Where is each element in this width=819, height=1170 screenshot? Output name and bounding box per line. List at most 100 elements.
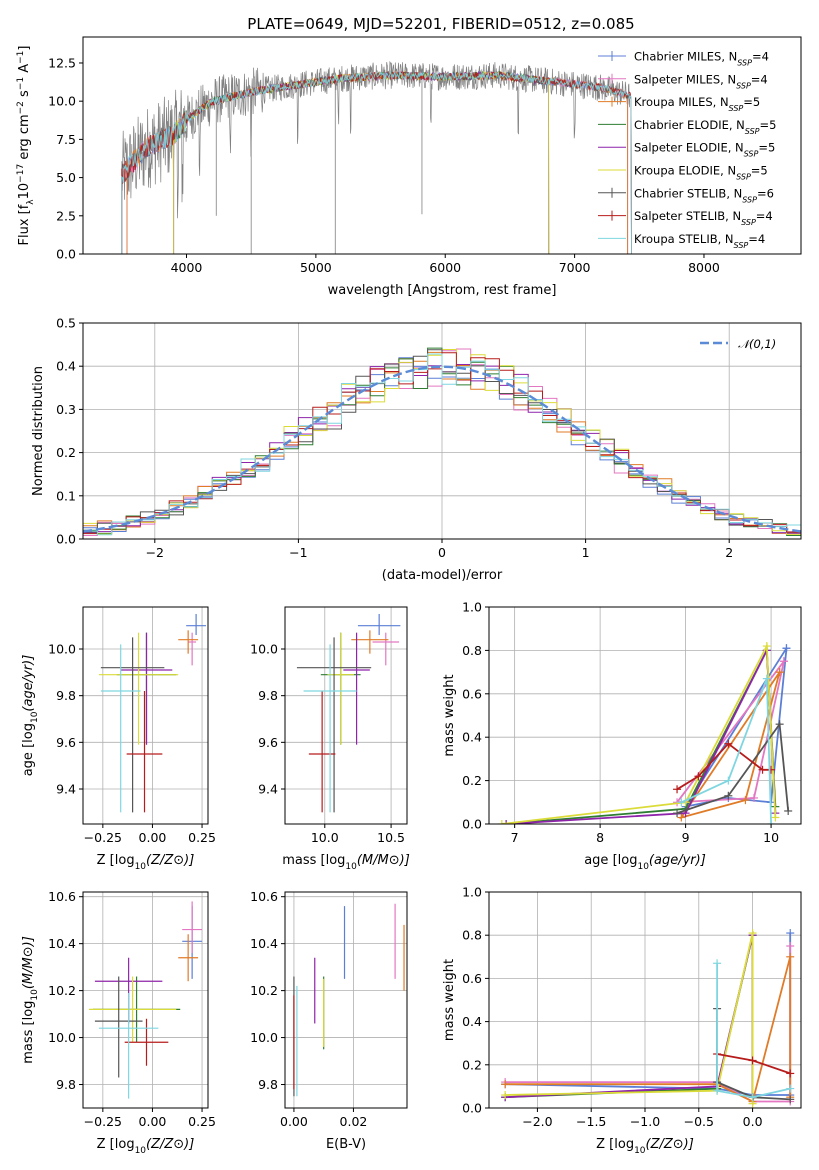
kroupa-stelib-errorbar bbox=[100, 644, 141, 813]
salpeter-stelib-weight-marker bbox=[724, 739, 733, 748]
salpeter-stelib-errorbar bbox=[308, 691, 336, 813]
chabrier-stelib-weight-marker bbox=[724, 791, 733, 800]
x-tick-label: −2 bbox=[146, 545, 164, 560]
y-tick-label: 10.4 bbox=[48, 936, 76, 951]
salpeter-miles-errorbar bbox=[372, 632, 400, 666]
salpeter-miles-weight-marker bbox=[749, 793, 758, 802]
x-tick-label: 2 bbox=[725, 545, 733, 560]
chabrier-stelib-legend-label: Chabrier STELIB, NSSP=6 bbox=[634, 186, 774, 204]
kroupa-stelib-weight-marker bbox=[748, 1093, 757, 1102]
x-axis-label: mass [log10(M/M⊙)] bbox=[282, 853, 410, 872]
kroupa-miles-weight-marker bbox=[775, 668, 784, 677]
kroupa-miles-errorbar bbox=[178, 934, 199, 982]
kroupa-elodie-weight-line bbox=[505, 932, 754, 1104]
x-axis-label: (data-model)/error bbox=[382, 568, 503, 583]
x-tick-label: 10.5 bbox=[377, 830, 405, 845]
x-tick-label: 6000 bbox=[429, 260, 461, 275]
x-tick-label: 0.00 bbox=[139, 1114, 167, 1129]
y-tick-label: 0.8 bbox=[462, 643, 482, 658]
salpeter-miles-weight-marker bbox=[786, 942, 795, 950]
salpeter-stelib-weight-marker bbox=[694, 772, 703, 781]
y-tick-label: 0.0 bbox=[462, 1101, 482, 1116]
y-tick-label: 9.8 bbox=[258, 1077, 278, 1092]
kroupa-elodie-errorbar bbox=[88, 976, 177, 1043]
y-tick-label: 0.3 bbox=[56, 402, 76, 417]
errorbar-panel-6: 0.00 0.02 9.8 10.0 10.2 10.4 10.6 E(B-V) bbox=[250, 889, 408, 1152]
salpeter-miles-model-line bbox=[126, 70, 629, 254]
axes-frame bbox=[488, 891, 802, 1109]
kroupa-stelib-weight-line bbox=[716, 963, 791, 1099]
y-tick-label: 10.0 bbox=[48, 1030, 76, 1045]
y-tick-label: 0.5 bbox=[56, 316, 76, 331]
mass-weight-panel-7: −2.0 −1.5 −1.0 −0.5 0.0 0.0 0.2 0.4 0.6 0.8 1.0 Z [… bbox=[442, 885, 802, 1156]
chabrier-miles-model-line bbox=[126, 70, 629, 254]
salpeter-miles-weight-marker bbox=[779, 657, 788, 666]
errorbar-panel-3: 10.0 10.5 9.4 9.6 9.8 10.0 mass [log10(M/M⊙)] bbox=[250, 606, 410, 872]
x-axis-label: Z [log10(Z/Z⊙)] bbox=[97, 853, 195, 872]
mass-weight-panel-4: 7 8 9 10 0.0 0.2 0.4 0.6 0.8 1.0 age [log10(age/yr… bbox=[442, 600, 802, 872]
axes-frame bbox=[82, 606, 209, 825]
kroupa-stelib-weight-marker bbox=[677, 798, 686, 807]
y-tick-label: 9.8 bbox=[258, 688, 278, 703]
salpeter-miles-errorbar bbox=[182, 901, 203, 954]
y-tick-label: 9.8 bbox=[56, 1077, 76, 1092]
y-tick-label: 10.2 bbox=[48, 983, 76, 998]
y-tick-label: 9.4 bbox=[258, 782, 278, 797]
errorbar-plot-area bbox=[293, 903, 405, 1097]
x-tick-label: −0.25 bbox=[84, 830, 122, 845]
y-axis-label: Normed distribution bbox=[31, 366, 46, 496]
y-tick-label: 9.4 bbox=[56, 782, 76, 797]
chabrier-elodie-weight-line bbox=[505, 934, 754, 1099]
axes-frame bbox=[82, 36, 802, 255]
x-tick-label: 8 bbox=[596, 830, 604, 845]
salpeter-miles-legend-label: Salpeter MILES, NSSP=4 bbox=[634, 72, 768, 90]
kroupa-miles-legend-label: Kroupa MILES, NSSP=5 bbox=[634, 95, 760, 113]
x-tick-label: 0.00 bbox=[280, 1114, 308, 1129]
chabrier-miles-errorbar bbox=[357, 614, 401, 635]
chart-panels: 4000 5000 6000 7000 80000.02.55.07.510.012.5… bbox=[16, 36, 802, 1156]
y-tick-label: 0.6 bbox=[462, 686, 482, 701]
chabrier-stelib-weight-line bbox=[676, 721, 790, 814]
figure-title: PLATE=0649, MJD=52201, FIBERID=0512, z=0… bbox=[247, 15, 634, 33]
y-axis-label: age [log10(age/yr)] bbox=[21, 655, 40, 777]
chabrier-stelib-weight-marker bbox=[786, 1095, 795, 1104]
salpeter-elodie-legend-label: Salpeter ELODIE, NSSP=5 bbox=[634, 141, 775, 159]
salpeter-stelib-weight-line bbox=[716, 1053, 791, 1075]
y-tick-label: 1.0 bbox=[462, 885, 482, 900]
x-axis-label: age [log10(age/yr)] bbox=[584, 853, 706, 872]
y-tick-label: 9.6 bbox=[56, 735, 76, 750]
y-tick-label: 5.0 bbox=[56, 170, 76, 185]
y-tick-label: 12.5 bbox=[48, 55, 76, 70]
spectrum-legend: Chabrier MILES, NSSP=4 Salpeter MILES, NS… bbox=[598, 50, 776, 249]
chabrier-stelib-weight-marker bbox=[784, 806, 793, 815]
y-tick-label: 10.0 bbox=[250, 642, 278, 657]
spectrum-panel: 4000 5000 6000 7000 8000 0.0 2.5 5.0 7.5 10.0 12.5… bbox=[16, 36, 802, 298]
x-axis-label: Z [log10(Z/Z⊙)] bbox=[97, 1137, 195, 1156]
salpeter-stelib-weight-marker bbox=[673, 785, 682, 794]
kroupa-stelib-errorbar bbox=[303, 644, 357, 813]
kroupa-elodie-weight-marker bbox=[497, 820, 506, 824]
x-tick-label: 10.0 bbox=[311, 830, 339, 845]
y-tick-label: 0.4 bbox=[462, 730, 482, 745]
chabrier-miles-legend-label: Chabrier MILES, NSSP=4 bbox=[634, 50, 769, 68]
chabrier-miles-weight-marker bbox=[782, 644, 791, 653]
y-tick-label: 0.4 bbox=[462, 1014, 482, 1029]
y-tick-label: 7.5 bbox=[56, 132, 76, 147]
y-tick-label: 9.8 bbox=[56, 688, 76, 703]
y-axis-label: mass weight bbox=[442, 674, 457, 756]
y-tick-label: 0.8 bbox=[462, 928, 482, 943]
kroupa-stelib-weight-line bbox=[680, 678, 772, 824]
observed-spectrum-line bbox=[121, 60, 631, 219]
salpeter-stelib-errorbar bbox=[124, 1018, 169, 1066]
x-tick-label: 10 bbox=[763, 830, 779, 845]
x-tick-label: 1 bbox=[582, 545, 590, 560]
chabrier-stelib-errorbar bbox=[296, 637, 372, 813]
salpeter-stelib-weight-marker bbox=[767, 765, 776, 774]
salpeter-miles-weight-line bbox=[505, 946, 792, 1103]
x-tick-label: 4000 bbox=[171, 260, 203, 275]
chabrier-stelib-weight-line bbox=[716, 1008, 791, 1101]
kroupa-miles-errorbar bbox=[351, 630, 389, 654]
salpeter-stelib-model-line bbox=[121, 70, 632, 254]
y-tick-label: 9.6 bbox=[258, 735, 278, 750]
residual-panel: −2 −1 0 1 2 0.0 0.1 0.2 0.3 0.4 0.5 (data-model)/er… bbox=[31, 316, 802, 583]
